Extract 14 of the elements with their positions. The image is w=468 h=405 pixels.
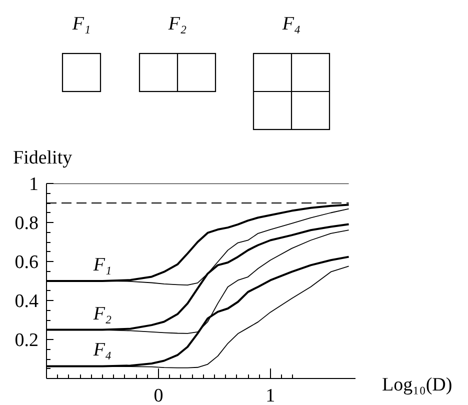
annotation: F₁	[92, 254, 112, 276]
y-tick-label: 0.4	[14, 291, 39, 312]
y-tick-label: 0.8	[14, 213, 38, 234]
y-tick-label: 1	[29, 174, 38, 195]
y-axis-title: Fidelity	[13, 146, 72, 170]
y-tick-label: 0.6	[14, 252, 38, 273]
x-axis-title: Log₁₀(D)	[382, 373, 452, 398]
annotation: F₂	[92, 303, 112, 324]
x-tick-label: 0	[154, 386, 164, 405]
annotation: F₄	[92, 340, 112, 361]
y-tick-label: 0.2	[14, 330, 38, 351]
text: F₁	[72, 12, 91, 36]
text: F₄	[282, 12, 301, 36]
text: F₂	[168, 12, 187, 36]
